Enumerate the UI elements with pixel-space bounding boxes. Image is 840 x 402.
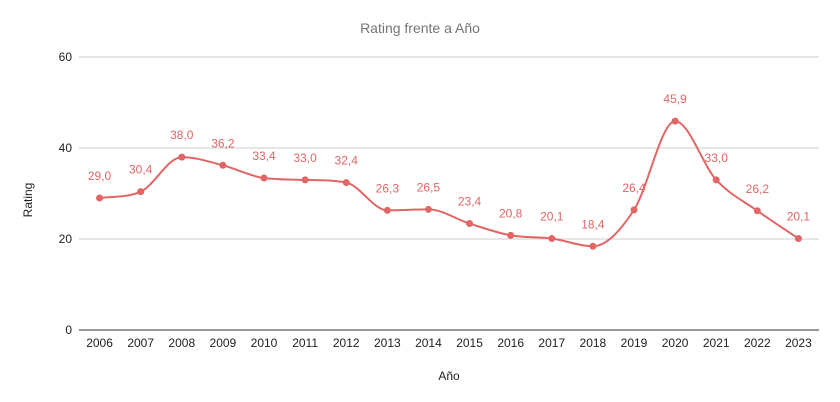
x-tick-label: 2009: [210, 336, 237, 350]
data-point: [548, 235, 556, 243]
data-point: [260, 174, 268, 182]
data-label: 36,2: [211, 136, 235, 150]
data-point: [712, 176, 720, 184]
data-label: 33,4: [252, 149, 276, 163]
y-tick-label: 60: [59, 50, 73, 64]
x-axis-ticks: 2006 2007 2008 2009 2010 2011 2012 2013 2014 2015…: [86, 336, 812, 350]
data-point: [301, 176, 309, 184]
y-axis-title: Rating: [21, 183, 35, 218]
x-tick-label: 2022: [744, 336, 771, 350]
x-tick-label: 2014: [415, 336, 442, 350]
x-tick-label: 2017: [538, 336, 565, 350]
x-axis-title: Año: [438, 369, 460, 383]
x-tick-label: 2010: [251, 336, 278, 350]
data-point: [178, 153, 186, 161]
data-point: [753, 207, 761, 215]
data-label: 26,5: [417, 180, 441, 194]
x-tick-label: 2007: [127, 336, 154, 350]
x-tick-label: 2008: [168, 336, 195, 350]
data-point: [219, 161, 227, 169]
x-tick-label: 2012: [333, 336, 360, 350]
data-label: 23,4: [458, 195, 482, 209]
data-point: [671, 117, 679, 125]
data-points: [96, 117, 802, 250]
gridlines: [79, 56, 819, 331]
data-label: 18,4: [581, 217, 605, 231]
data-label: 20,1: [787, 210, 811, 224]
data-point: [137, 188, 145, 196]
data-label: 38,0: [170, 128, 194, 142]
x-tick-label: 2016: [497, 336, 524, 350]
x-tick-label: 2013: [374, 336, 401, 350]
x-tick-label: 2011: [292, 336, 318, 350]
x-tick-label: 2006: [86, 336, 113, 350]
x-tick-label: 2018: [580, 336, 607, 350]
y-tick-label: 40: [59, 141, 73, 155]
data-point: [589, 242, 597, 250]
data-label: 45,9: [663, 92, 687, 106]
data-label: 32,4: [335, 154, 359, 168]
data-labels: 29,0 30,4 38,0 36,2 33,4 33,0 32,4 26,3 26,5 23,4…: [88, 92, 811, 231]
x-tick-label: 2015: [456, 336, 483, 350]
data-point: [424, 205, 432, 213]
data-label: 20,8: [499, 206, 523, 220]
x-tick-label: 2020: [662, 336, 689, 350]
x-tick-label: 2023: [785, 336, 812, 350]
data-point: [794, 235, 802, 243]
data-point: [383, 206, 391, 214]
data-point: [342, 179, 350, 187]
data-label: 26,3: [376, 181, 400, 195]
data-point: [630, 206, 638, 214]
data-label: 26,4: [622, 181, 646, 195]
data-label: 33,0: [293, 151, 317, 165]
data-label: 29,0: [88, 169, 112, 183]
series-line: [99, 120, 800, 248]
x-tick-label: 2019: [621, 336, 648, 350]
data-point: [507, 231, 515, 239]
data-point: [96, 194, 104, 202]
x-tick-label: 2021: [703, 336, 730, 350]
y-tick-label: 20: [59, 232, 73, 246]
y-axis-ticks: 0 20 40 60: [59, 50, 73, 337]
data-label: 20,1: [540, 210, 564, 224]
data-label: 33,0: [705, 151, 729, 165]
chart-title: Rating frente a Año: [360, 20, 480, 36]
y-tick-label: 0: [65, 323, 72, 337]
data-point: [466, 220, 474, 228]
data-label: 30,4: [129, 163, 153, 177]
data-label: 26,2: [746, 182, 770, 196]
